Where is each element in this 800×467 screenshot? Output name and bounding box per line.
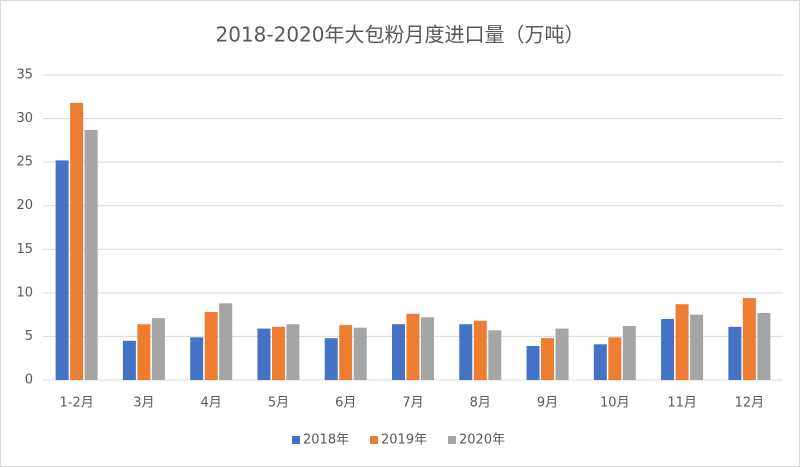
x-tick-label: 3月: [133, 396, 154, 411]
x-tick-label: 9月: [537, 396, 558, 411]
bar: [473, 320, 487, 380]
bar: [137, 324, 151, 380]
y-tick-label: 15: [16, 242, 33, 257]
y-tick-label: 20: [16, 198, 33, 213]
bar: [84, 129, 98, 380]
bar: [324, 338, 338, 380]
bar: [271, 326, 285, 380]
bar: [219, 303, 233, 380]
bar: [190, 337, 204, 380]
x-tick-label: 8月: [470, 396, 491, 411]
bar: [622, 325, 636, 380]
x-tick-label: 1-2月: [60, 396, 94, 411]
bar: [353, 327, 367, 380]
x-tick-label: 10月: [600, 396, 630, 411]
bar: [392, 324, 405, 380]
bar: [286, 324, 300, 380]
legend-label: 2020年: [459, 433, 505, 448]
bar: [204, 312, 218, 380]
x-tick-label: 12月: [735, 396, 765, 411]
chart-title: 2018-2020年大包粉月度进口量（万吨）: [215, 23, 584, 47]
bar: [555, 328, 569, 380]
bar: [488, 330, 502, 380]
bar: [728, 326, 742, 380]
y-tick-label: 0: [25, 373, 33, 388]
bar: [421, 317, 434, 380]
y-tick-label: 5: [25, 329, 33, 344]
bar: [406, 313, 420, 380]
bar: [757, 312, 771, 380]
x-tick-label: 5月: [268, 396, 289, 411]
x-tick-label: 11月: [667, 396, 697, 411]
legend-label: 2019年: [381, 433, 427, 448]
bar: [742, 298, 756, 380]
bar: [593, 344, 607, 380]
bar: [257, 328, 271, 380]
bar: [151, 318, 165, 380]
bar: [339, 325, 353, 380]
x-tick-label: 6月: [335, 396, 356, 411]
legend-swatch: [448, 436, 456, 444]
legend-swatch: [292, 436, 300, 444]
x-tick-label: 7月: [402, 396, 423, 411]
legend-label: 2018年: [303, 433, 349, 448]
bar: [459, 324, 473, 380]
bar: [661, 319, 675, 380]
bar: [675, 304, 689, 380]
x-tick-label: 4月: [201, 396, 222, 411]
bar: [55, 160, 69, 380]
bar: [608, 337, 622, 380]
y-tick-label: 25: [16, 155, 33, 170]
bar: [526, 346, 540, 380]
legend-swatch: [370, 436, 378, 444]
bar: [541, 338, 555, 380]
bar: [122, 340, 136, 380]
y-tick-label: 35: [16, 68, 33, 83]
y-tick-label: 10: [16, 285, 33, 300]
bar: [70, 102, 84, 380]
bar: [690, 314, 704, 380]
y-tick-label: 30: [16, 111, 33, 126]
